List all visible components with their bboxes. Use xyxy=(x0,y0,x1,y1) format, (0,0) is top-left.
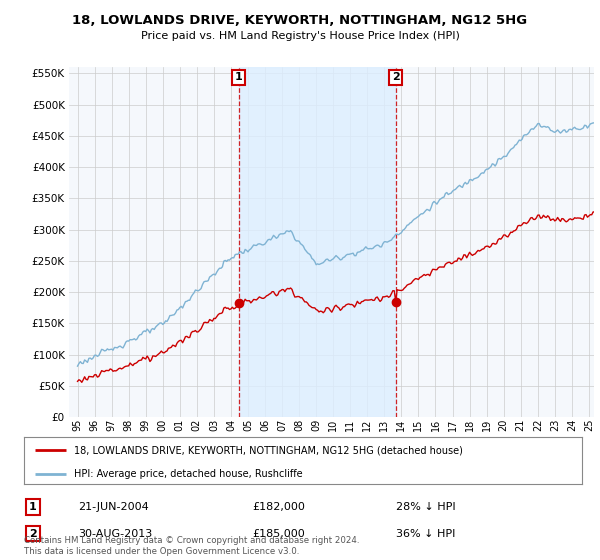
Text: 30-AUG-2013: 30-AUG-2013 xyxy=(78,529,152,539)
Text: Contains HM Land Registry data © Crown copyright and database right 2024.
This d: Contains HM Land Registry data © Crown c… xyxy=(24,536,359,556)
Text: £182,000: £182,000 xyxy=(252,502,305,512)
Text: Price paid vs. HM Land Registry's House Price Index (HPI): Price paid vs. HM Land Registry's House … xyxy=(140,31,460,41)
Text: 21-JUN-2004: 21-JUN-2004 xyxy=(78,502,149,512)
Text: 2: 2 xyxy=(29,529,37,539)
Text: 2: 2 xyxy=(392,72,400,82)
Text: 18, LOWLANDS DRIVE, KEYWORTH, NOTTINGHAM, NG12 5HG (detached house): 18, LOWLANDS DRIVE, KEYWORTH, NOTTINGHAM… xyxy=(74,445,463,455)
Text: HPI: Average price, detached house, Rushcliffe: HPI: Average price, detached house, Rush… xyxy=(74,469,303,479)
Text: 1: 1 xyxy=(235,72,242,82)
Text: 18, LOWLANDS DRIVE, KEYWORTH, NOTTINGHAM, NG12 5HG: 18, LOWLANDS DRIVE, KEYWORTH, NOTTINGHAM… xyxy=(73,14,527,27)
Text: £185,000: £185,000 xyxy=(252,529,305,539)
Text: 28% ↓ HPI: 28% ↓ HPI xyxy=(396,502,455,512)
Text: 36% ↓ HPI: 36% ↓ HPI xyxy=(396,529,455,539)
Text: 1: 1 xyxy=(29,502,37,512)
Bar xyxy=(239,67,395,417)
